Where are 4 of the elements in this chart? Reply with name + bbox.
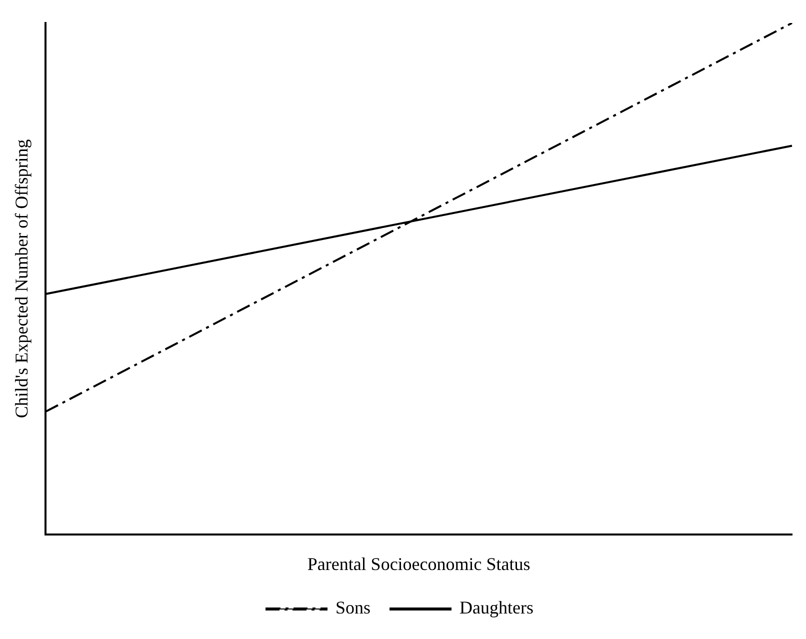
y-axis-title: Child's Expected Number of Offspring (12, 139, 32, 418)
x-axis-title: Parental Socioeconomic Status (307, 554, 530, 574)
legend-label: Sons (336, 598, 371, 618)
legend-label: Daughters (460, 598, 534, 618)
